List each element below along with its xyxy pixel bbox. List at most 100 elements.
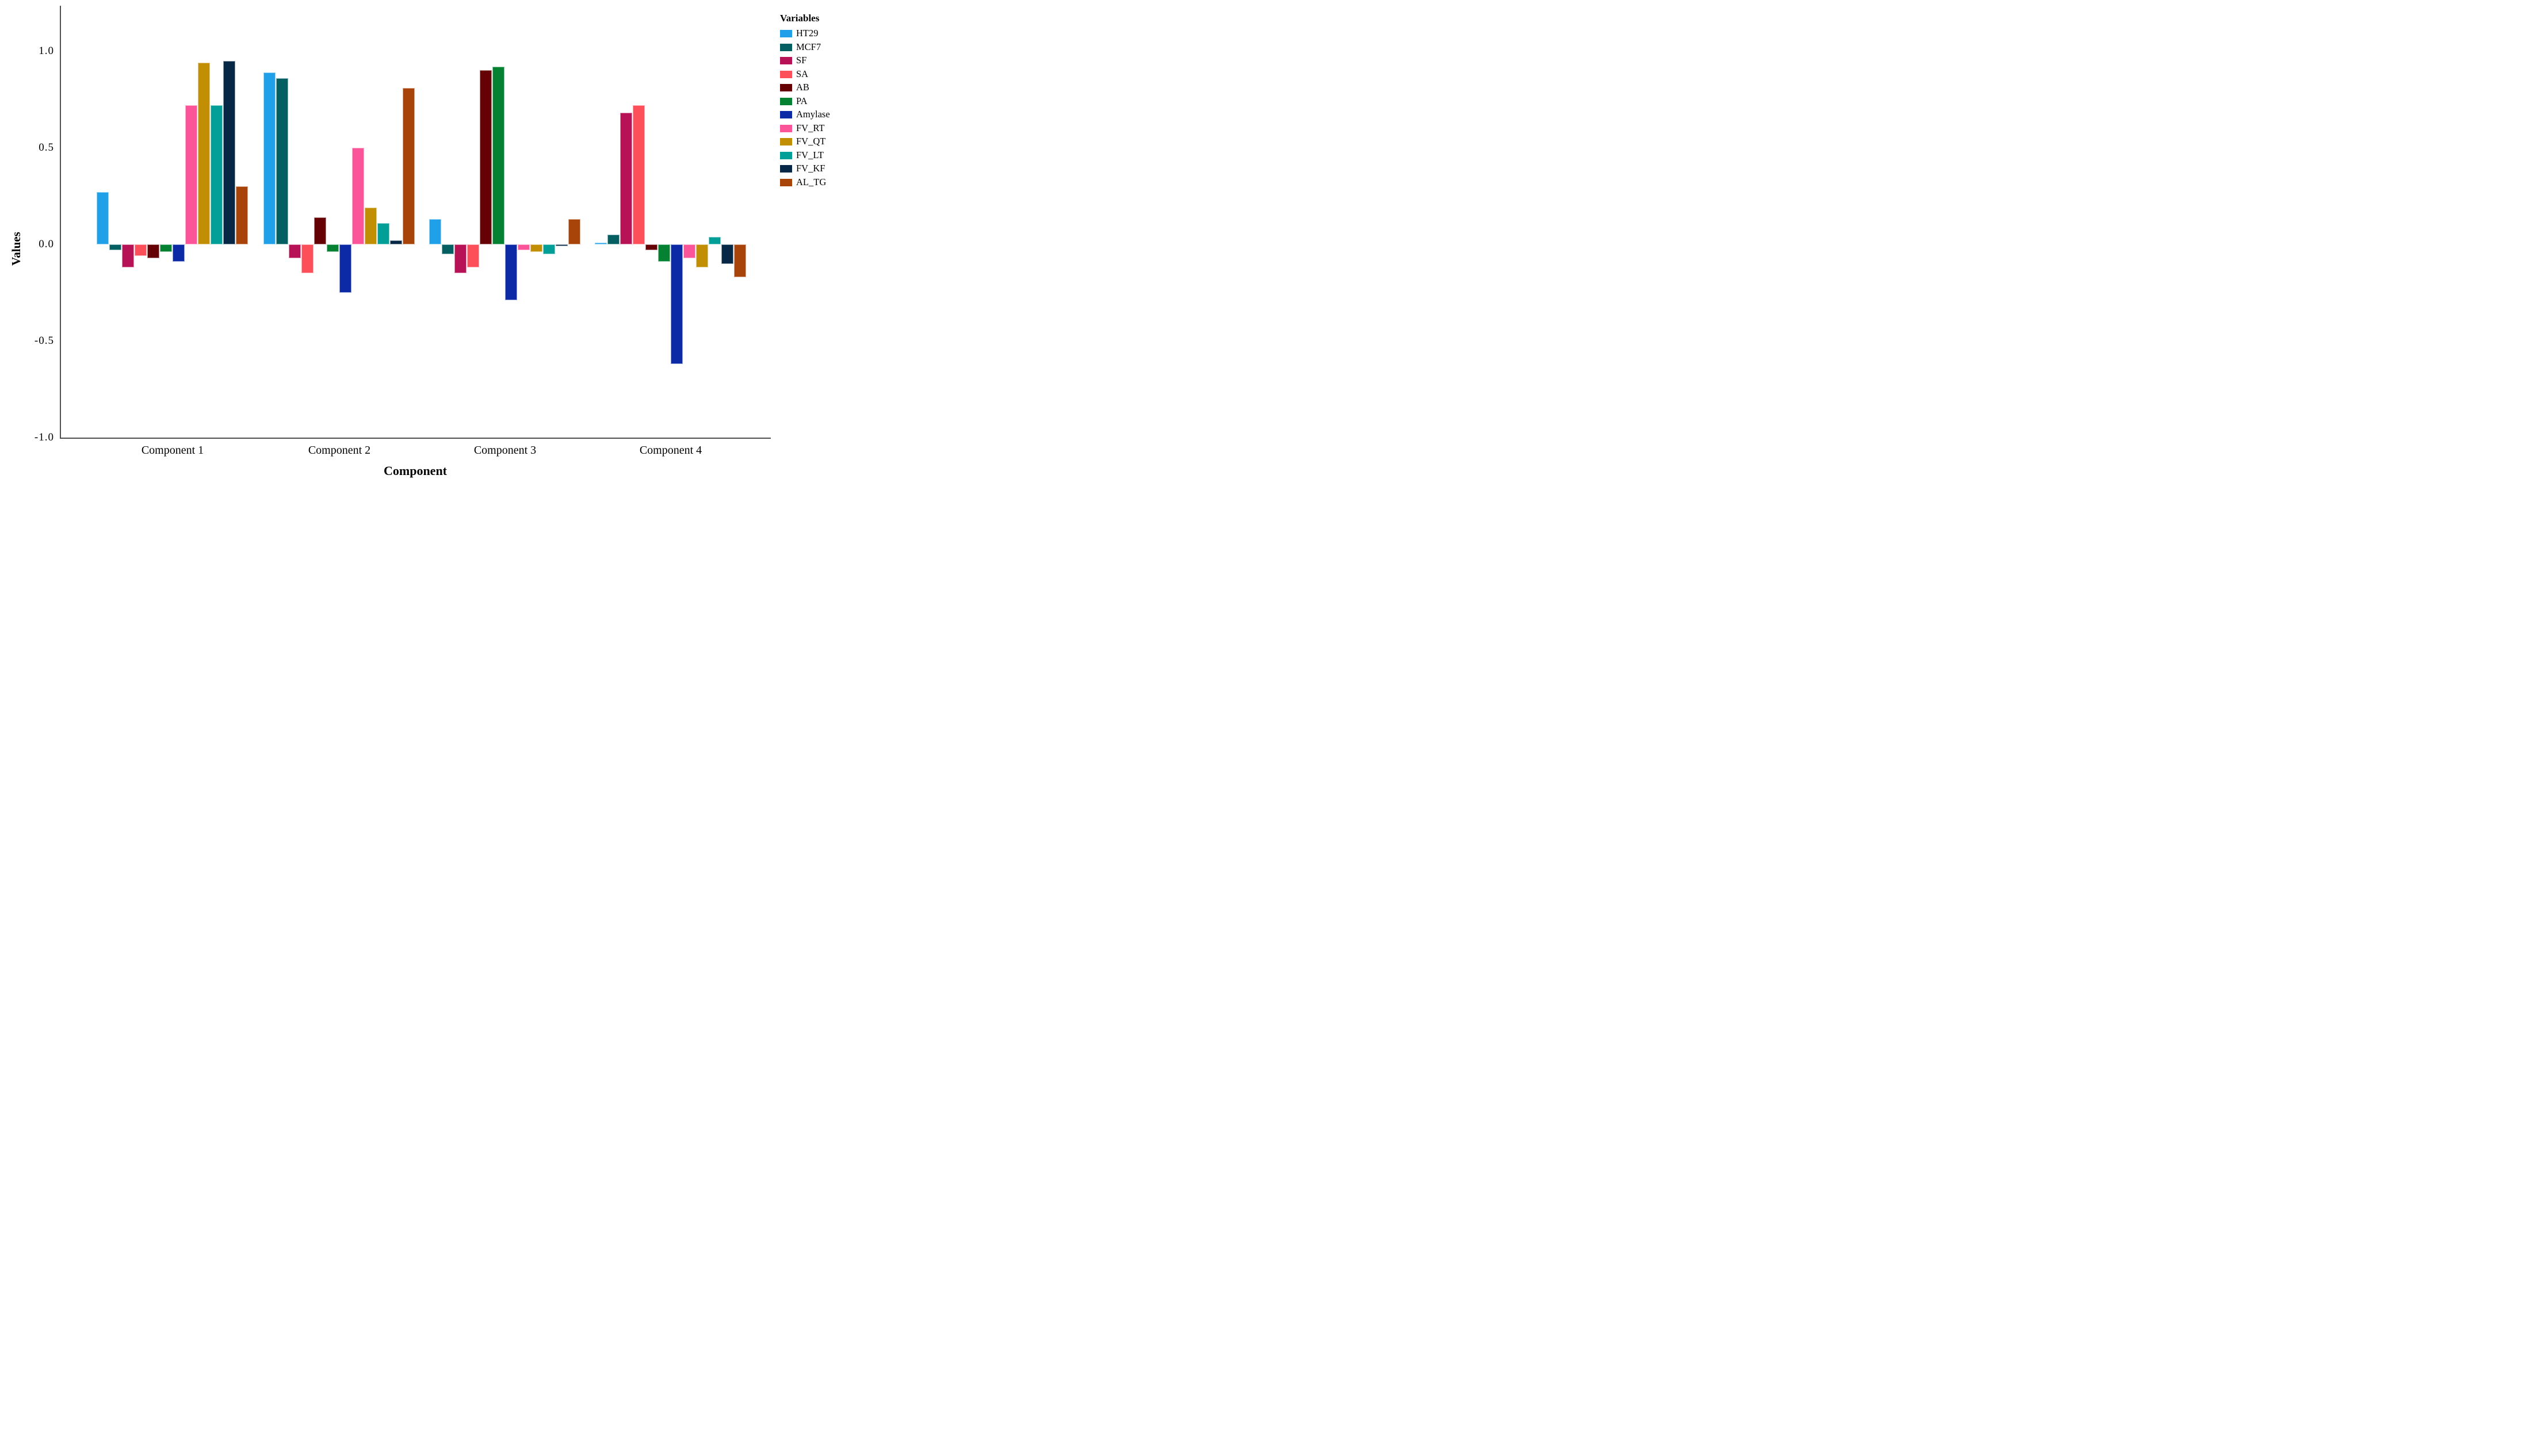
legend-label: FV_KF (796, 163, 825, 174)
bar (556, 244, 568, 247)
bar (442, 244, 454, 254)
y-tick-label: 0.0 (39, 238, 54, 250)
bar (633, 105, 645, 244)
x-axis-line (60, 438, 771, 439)
bar (671, 244, 683, 365)
bar (505, 244, 517, 301)
bar (467, 244, 479, 268)
bar (658, 244, 670, 262)
legend-label: FV_RT (796, 122, 825, 133)
legend-item: SA (779, 68, 819, 82)
y-axis-title: Values (9, 232, 23, 266)
bar (607, 235, 620, 244)
legend-swatch (780, 124, 792, 132)
legend-swatch (780, 30, 792, 37)
legend-item: PA (779, 95, 819, 109)
legend-label: FV_LT (796, 149, 824, 160)
bar (198, 62, 210, 244)
legend-title: Variables (780, 13, 820, 24)
bar (683, 244, 695, 258)
legend-swatch (780, 43, 792, 51)
legend: Variables HT29 MCF7 SF SA AB PA Amylase FV_RT FV… (779, 13, 830, 190)
legend-item: Amylase (779, 109, 830, 122)
legend-item: AL_TG (779, 177, 826, 190)
bar (147, 244, 159, 258)
legend-label: PA (796, 95, 808, 106)
legend-items: HT29 MCF7 SF SA AB PA Amylase FV_RT FV_QT FV_LT FV… (779, 28, 830, 190)
legend-item: FV_KF (779, 163, 825, 177)
bar (595, 242, 607, 244)
y-tick-label: 1.0 (39, 44, 54, 57)
y-tick-label: -0.5 (34, 335, 54, 347)
bar (301, 244, 314, 274)
bar (365, 208, 377, 244)
legend-label: MCF7 (796, 41, 821, 52)
bar (734, 244, 746, 278)
legend-swatch (780, 97, 792, 105)
legend-swatch (780, 165, 792, 173)
legend-label: FV_QT (796, 136, 826, 147)
legend-swatch (780, 84, 792, 91)
bar (314, 217, 326, 244)
bar (492, 66, 504, 244)
bar (543, 244, 555, 254)
x-category-label: Component 3 (473, 444, 537, 457)
legend-item: FV_QT (779, 136, 825, 150)
bar-chart: 1.0 0.5 0.0 -0.5 -1.0 Component 1 Component 2… (0, 0, 842, 485)
bar (390, 240, 402, 244)
bar (645, 244, 657, 251)
legend-swatch (780, 151, 792, 159)
legend-item: SF (779, 55, 819, 68)
bar (339, 244, 351, 293)
bar (135, 244, 147, 256)
x-axis-title: Component (383, 463, 448, 478)
legend-label: AL_TG (796, 176, 827, 187)
bar (109, 244, 121, 251)
x-category-label: Component 1 (141, 444, 204, 457)
bar (530, 244, 542, 252)
legend-item: AB (779, 82, 819, 95)
legend-swatch (780, 57, 792, 64)
legend-swatch (780, 138, 792, 145)
legend-label: AB (796, 82, 809, 93)
bar (709, 236, 721, 244)
legend-item: FV_LT (779, 150, 824, 163)
bar (122, 244, 134, 268)
bar (289, 244, 301, 258)
bar (620, 113, 632, 244)
legend-label: SF (796, 55, 807, 66)
bar (223, 60, 235, 244)
bar (429, 219, 441, 244)
legend-item: FV_RT (779, 122, 824, 136)
y-tick-label: 0.5 (39, 141, 54, 154)
y-axis-line (60, 6, 61, 439)
bar (377, 223, 389, 244)
x-category-label: Component 2 (308, 444, 371, 457)
legend-label: HT29 (796, 28, 819, 39)
bar (185, 105, 197, 244)
legend-label: Amylase (796, 109, 830, 120)
bar (160, 244, 172, 252)
legend-swatch (780, 70, 792, 78)
bar (263, 72, 276, 244)
bar (480, 70, 492, 244)
bar (403, 87, 415, 244)
bar (97, 192, 109, 244)
legend-swatch (780, 111, 792, 118)
y-tick-label: -1.0 (34, 431, 54, 444)
legend-label: SA (796, 68, 809, 79)
bar (454, 244, 467, 274)
legend-item: HT29 (779, 28, 819, 41)
bar (211, 105, 223, 244)
bar (236, 186, 248, 244)
bar (696, 244, 708, 268)
x-category-label: Component 4 (639, 444, 702, 457)
bar (568, 219, 580, 244)
bar (721, 244, 733, 264)
bar (173, 244, 185, 262)
bar (276, 78, 288, 244)
legend-item: MCF7 (779, 41, 821, 55)
legend-swatch (780, 178, 792, 186)
bar (327, 244, 339, 252)
bar (518, 244, 530, 251)
